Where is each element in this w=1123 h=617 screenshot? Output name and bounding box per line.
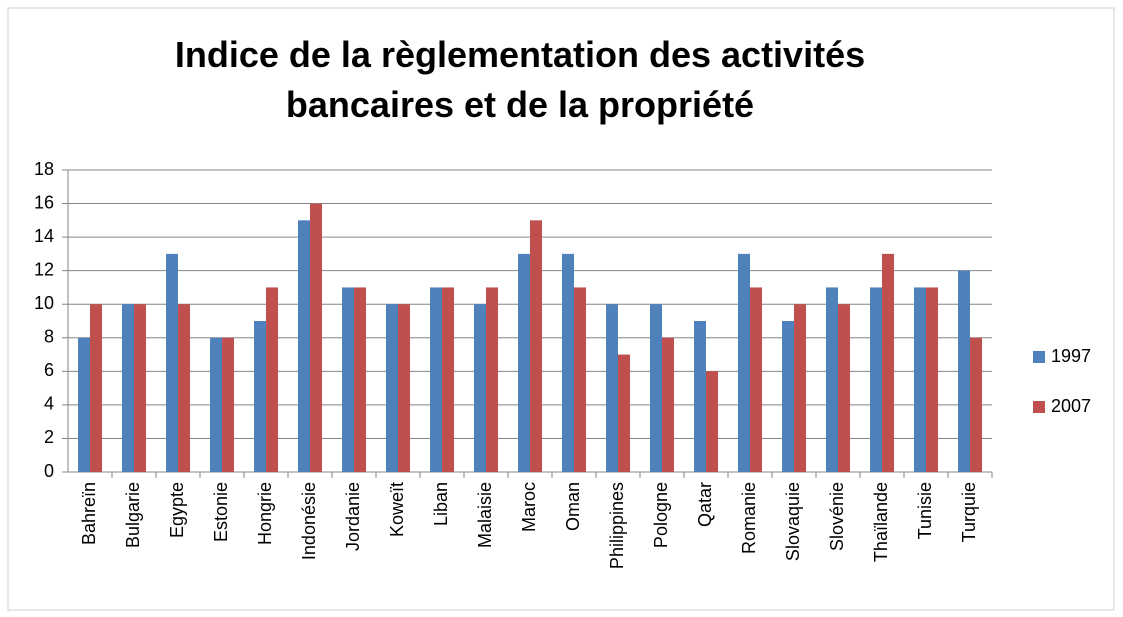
x-tick-label: Jordanie [343, 482, 363, 551]
x-tick-label: Hongrie [255, 482, 275, 545]
x-tick-label: Indonésie [299, 482, 319, 560]
chart-frame [7, 7, 1115, 611]
legend-swatch [1033, 401, 1045, 413]
x-tick-label: Oman [563, 482, 583, 531]
x-tick-label: Qatar [695, 482, 715, 527]
bar [838, 304, 850, 472]
bar [266, 287, 278, 472]
y-tick-label: 10 [34, 293, 54, 313]
bar [78, 337, 90, 472]
bar [882, 253, 894, 472]
bar [606, 304, 618, 472]
bar [134, 304, 146, 472]
legend-label: 2007 [1051, 396, 1091, 416]
bar [178, 304, 190, 472]
bar [650, 304, 662, 472]
bar [574, 287, 586, 472]
y-tick-label: 18 [34, 159, 54, 179]
bar [914, 287, 926, 472]
x-tick-label: Thaïlande [871, 482, 891, 562]
y-tick-label: 6 [44, 360, 54, 380]
x-tick-label: Estonie [211, 482, 231, 542]
bar [794, 304, 806, 472]
chart-title: Indice de la règlementation des activité… [174, 34, 866, 125]
legend-label: 1997 [1051, 346, 1091, 366]
bar [210, 337, 222, 472]
bar [166, 253, 178, 472]
bar [530, 220, 542, 472]
bar [826, 287, 838, 472]
x-tick-label: Slovaquie [783, 482, 803, 561]
bar [926, 287, 938, 472]
x-tick-label: Liban [431, 482, 451, 526]
bar [90, 304, 102, 472]
bar [386, 304, 398, 472]
bar [782, 321, 794, 472]
y-tick-label: 12 [34, 259, 54, 279]
x-tick-label: Turquie [959, 482, 979, 542]
x-tick-label: Malaisie [475, 482, 495, 548]
y-tick-label: 14 [34, 226, 54, 246]
y-tick-label: 2 [44, 427, 54, 447]
bar [870, 287, 882, 472]
x-tick-label: Romanie [739, 482, 759, 554]
bar [398, 304, 410, 472]
y-tick-label: 16 [34, 192, 54, 212]
x-tick-label: Koweït [387, 482, 407, 537]
bar [474, 304, 486, 472]
bar [430, 287, 442, 472]
bar [342, 287, 354, 472]
bar [738, 253, 750, 472]
bar [706, 371, 718, 472]
bar [662, 337, 674, 472]
x-tick-label: Tunisie [915, 482, 935, 539]
bar [222, 337, 234, 472]
y-tick-label: 0 [44, 461, 54, 481]
bar [442, 287, 454, 472]
x-tick-label: Pologne [651, 482, 671, 548]
bar [562, 253, 574, 472]
bar [958, 270, 970, 472]
bar [254, 321, 266, 472]
x-tick-label: Bahreïn [79, 482, 99, 545]
bar [122, 304, 134, 472]
y-tick-label: 8 [44, 327, 54, 347]
bar [750, 287, 762, 472]
x-tick-label: Slovénie [827, 482, 847, 551]
x-tick-label: Maroc [519, 482, 539, 532]
x-tick-label: Bulgarie [123, 482, 143, 548]
y-tick-label: 4 [44, 394, 54, 414]
bar [486, 287, 498, 472]
bar [310, 203, 322, 473]
bar [970, 337, 982, 472]
bar [694, 321, 706, 472]
bar [354, 287, 366, 472]
bar [298, 220, 310, 472]
x-tick-label: Philippines [607, 482, 627, 569]
legend-swatch [1033, 351, 1045, 363]
bar [518, 253, 530, 472]
x-tick-label: Egypte [167, 482, 187, 538]
bar [618, 354, 630, 472]
